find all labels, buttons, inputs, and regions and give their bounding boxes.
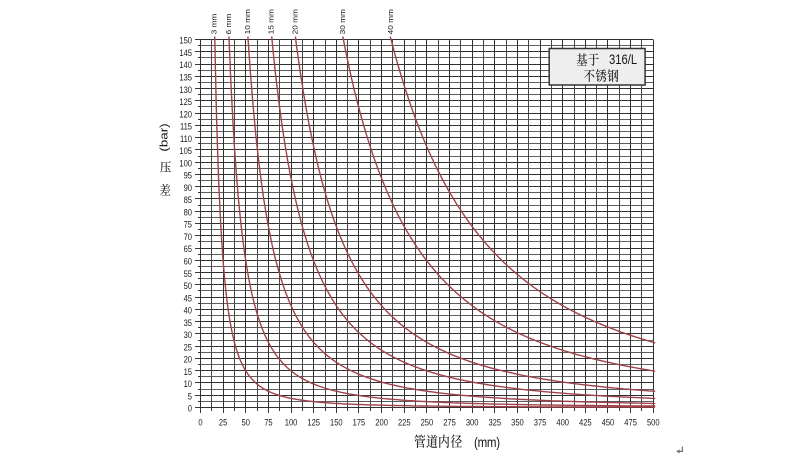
svg-text:15: 15 bbox=[184, 366, 193, 377]
svg-text:475: 475 bbox=[624, 417, 637, 428]
svg-text:316/L: 316/L bbox=[609, 52, 637, 67]
svg-text:60: 60 bbox=[184, 256, 193, 267]
svg-text:450: 450 bbox=[602, 417, 615, 428]
svg-text:(bar): (bar) bbox=[157, 123, 170, 151]
svg-text:70: 70 bbox=[184, 231, 193, 242]
svg-text:25: 25 bbox=[219, 417, 228, 428]
svg-text:50: 50 bbox=[184, 280, 193, 291]
svg-text:3 mm: 3 mm bbox=[210, 14, 218, 35]
svg-text:110: 110 bbox=[180, 133, 192, 144]
svg-text:130: 130 bbox=[179, 84, 192, 95]
svg-text:(mm): (mm) bbox=[474, 435, 500, 450]
svg-text:325: 325 bbox=[488, 417, 501, 428]
svg-text:20 mm: 20 mm bbox=[291, 9, 299, 34]
svg-text:135: 135 bbox=[179, 72, 192, 83]
svg-text:375: 375 bbox=[534, 417, 547, 428]
svg-text:25: 25 bbox=[184, 342, 193, 353]
svg-text:75: 75 bbox=[184, 219, 193, 230]
svg-text:10 mm: 10 mm bbox=[244, 9, 252, 34]
svg-text:5: 5 bbox=[188, 391, 193, 402]
svg-text:90: 90 bbox=[184, 182, 193, 193]
svg-text:250: 250 bbox=[421, 417, 434, 428]
svg-text:225: 225 bbox=[398, 417, 411, 428]
svg-text:50: 50 bbox=[242, 417, 251, 428]
svg-text:15 mm: 15 mm bbox=[267, 9, 275, 34]
svg-text:105: 105 bbox=[179, 145, 192, 156]
svg-text:55: 55 bbox=[184, 268, 193, 279]
svg-text:0: 0 bbox=[198, 417, 203, 428]
svg-text:150: 150 bbox=[330, 417, 343, 428]
svg-text:425: 425 bbox=[579, 417, 592, 428]
svg-text:100: 100 bbox=[179, 158, 192, 169]
svg-text:200: 200 bbox=[375, 417, 388, 428]
svg-text:100: 100 bbox=[285, 417, 298, 428]
svg-text:10: 10 bbox=[184, 379, 193, 390]
svg-text:175: 175 bbox=[353, 417, 366, 428]
svg-text:65: 65 bbox=[184, 244, 193, 255]
svg-text:145: 145 bbox=[179, 47, 192, 58]
svg-text:80: 80 bbox=[184, 207, 193, 218]
svg-text:150: 150 bbox=[179, 35, 192, 46]
svg-text:30: 30 bbox=[184, 329, 193, 340]
svg-text:75: 75 bbox=[264, 417, 273, 428]
svg-text:120: 120 bbox=[179, 109, 192, 120]
svg-text:300: 300 bbox=[466, 417, 479, 428]
svg-text:275: 275 bbox=[443, 417, 456, 428]
svg-text:35: 35 bbox=[184, 317, 193, 328]
svg-text:45: 45 bbox=[184, 293, 193, 304]
svg-text:40: 40 bbox=[184, 305, 193, 316]
svg-text:85: 85 bbox=[184, 195, 193, 206]
svg-text:40 mm: 40 mm bbox=[386, 9, 394, 34]
svg-text:30 mm: 30 mm bbox=[339, 9, 347, 34]
svg-text:20: 20 bbox=[184, 354, 193, 365]
svg-text:125: 125 bbox=[179, 96, 192, 107]
svg-text:500: 500 bbox=[647, 417, 660, 428]
svg-text:6 mm: 6 mm bbox=[225, 14, 233, 35]
svg-text:140: 140 bbox=[179, 60, 192, 71]
svg-text:95: 95 bbox=[184, 170, 193, 181]
svg-text:115: 115 bbox=[180, 121, 192, 132]
svg-text:350: 350 bbox=[511, 417, 524, 428]
svg-text:400: 400 bbox=[556, 417, 569, 428]
svg-text:125: 125 bbox=[307, 417, 320, 428]
svg-text:0: 0 bbox=[188, 403, 193, 414]
